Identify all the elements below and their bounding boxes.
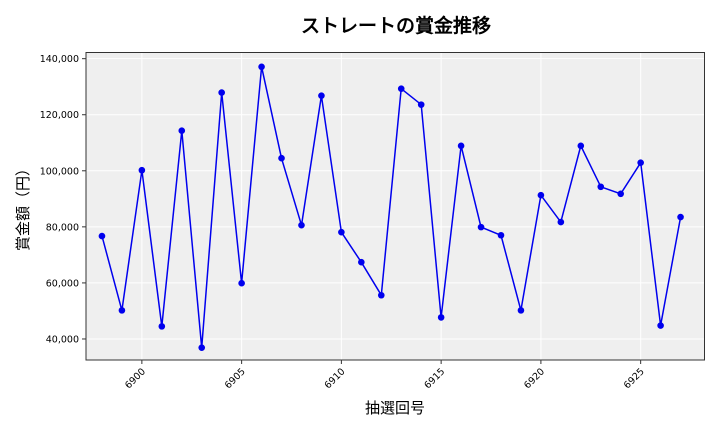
data-point (298, 221, 305, 229)
data-point (358, 258, 365, 266)
x-tick-label: 6900 (123, 366, 148, 391)
series-line (98, 63, 684, 351)
plot-frame (85, 52, 705, 361)
data-point (338, 228, 345, 236)
data-point (318, 92, 325, 99)
y-tick-label: 80,000 (46, 222, 79, 233)
x-tick-label: 6925 (622, 366, 647, 391)
data-point (278, 154, 285, 162)
x-tick-label: 6915 (422, 366, 447, 391)
data-point (178, 127, 186, 135)
x-axis-ticks: 6900 6905 6910 6915 6920 6925 (123, 360, 647, 391)
data-point (537, 191, 545, 199)
data-point (477, 223, 485, 231)
data-point (557, 218, 565, 226)
data-point (198, 344, 206, 351)
data-point (377, 291, 385, 299)
gridlines (86, 52, 705, 360)
y-tick-label: 100,000 (40, 166, 79, 177)
data-point (397, 85, 405, 92)
data-point (577, 142, 585, 150)
data-point (637, 159, 644, 166)
y-tick-label: 140,000 (40, 54, 79, 65)
data-point (218, 89, 225, 96)
data-point (617, 190, 625, 198)
x-tick-label: 6920 (522, 366, 547, 391)
data-line (101, 66, 682, 348)
y-tick-label: 40,000 (46, 334, 79, 345)
data-point (497, 231, 505, 239)
data-point (517, 307, 525, 314)
data-point (138, 166, 146, 174)
data-point (158, 323, 166, 330)
y-tick-label: 120,000 (40, 110, 79, 121)
data-point (98, 232, 106, 240)
data-point (677, 213, 684, 221)
data-point (238, 279, 245, 287)
chart-title: ストレートの賞金推移 (301, 14, 491, 37)
y-tick-label: 60,000 (46, 278, 79, 289)
data-point (258, 63, 265, 71)
plot-area (86, 52, 705, 360)
y-axis-ticks: 40,000 60,000 80,000 100,000 120,000 140,000 (40, 54, 86, 345)
data-point (597, 183, 605, 191)
data-point (457, 142, 465, 150)
x-tick-label: 6910 (323, 366, 348, 391)
y-axis-label: 賞金額（円） (14, 161, 32, 251)
x-axis-label: 抽選回号 (365, 399, 425, 417)
x-tick-label: 6905 (223, 366, 248, 391)
data-point (437, 314, 445, 321)
data-point (118, 307, 126, 314)
data-point (657, 322, 664, 329)
data-point (417, 101, 425, 108)
